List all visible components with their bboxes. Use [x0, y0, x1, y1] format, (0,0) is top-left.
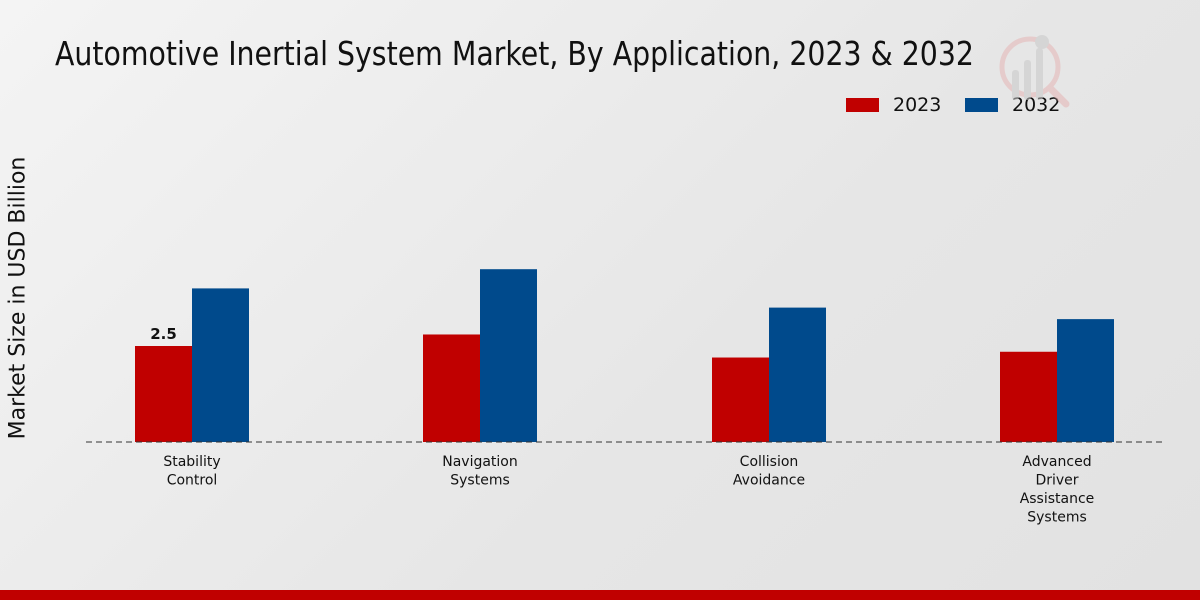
bar-2032-0 — [192, 288, 249, 442]
chart-title: Automotive Inertial System Market, By Ap… — [55, 34, 974, 73]
x-tick-label: Systems — [450, 473, 510, 489]
legend-swatch-2032 — [965, 98, 998, 112]
x-tick-label: Driver — [1035, 473, 1078, 489]
x-tick-label: Assistance — [1020, 491, 1095, 507]
legend-item-2023: 2023 — [846, 94, 941, 116]
legend-item-2032: 2032 — [965, 94, 1060, 116]
x-tick-label: Navigation — [442, 454, 518, 470]
bar-2032-1 — [480, 269, 537, 442]
bar-2032-2 — [769, 307, 826, 442]
x-tick-label: Avoidance — [733, 473, 805, 489]
bar-2023-2 — [712, 357, 769, 442]
x-tick-label: Stability — [163, 454, 220, 470]
legend-label-2023: 2023 — [893, 94, 942, 116]
legend-label-2032: 2032 — [1012, 94, 1061, 116]
data-label: 2.5 — [150, 325, 177, 343]
x-tick-label: Control — [167, 473, 218, 489]
x-tick-label: Collision — [740, 454, 799, 470]
legend-swatch-2023 — [846, 98, 879, 112]
bar-2023-1 — [423, 334, 480, 442]
x-tick-label: Advanced — [1022, 454, 1091, 470]
footer-bar — [0, 590, 1200, 600]
bar-2032-3 — [1057, 319, 1114, 442]
bar-2023-0 — [135, 346, 192, 442]
bar-2023-3 — [1000, 351, 1057, 442]
x-tick-label: Systems — [1027, 510, 1087, 526]
